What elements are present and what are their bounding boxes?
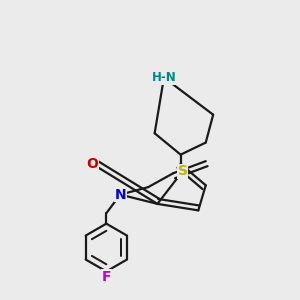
Text: N: N [115, 188, 126, 202]
Text: O: O [86, 157, 98, 171]
Text: F: F [102, 270, 111, 284]
Text: H-N: H-N [152, 71, 176, 84]
Text: S: S [178, 164, 188, 178]
